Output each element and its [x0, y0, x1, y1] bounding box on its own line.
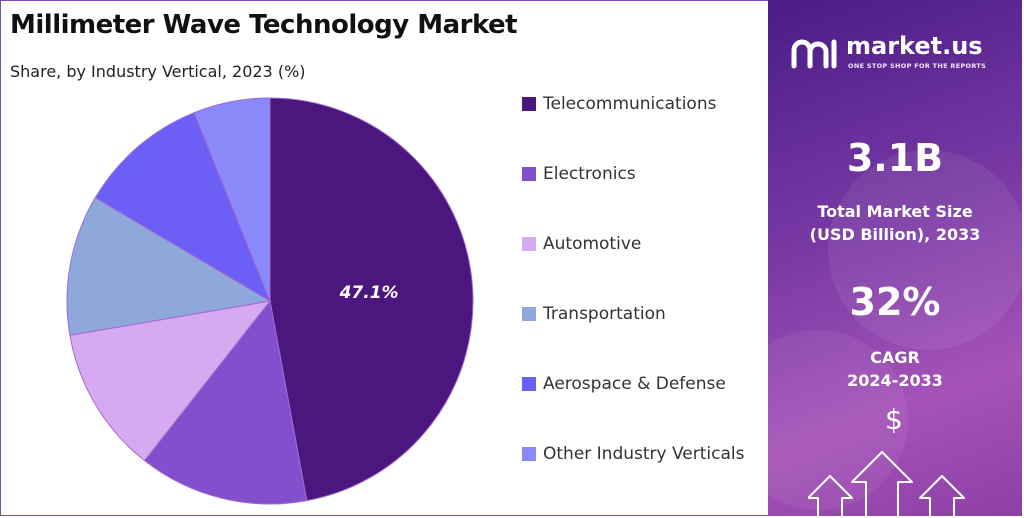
legend-item: Other Industry Verticals: [522, 440, 762, 510]
legend-item: Automotive: [522, 230, 762, 300]
chart-legend: Telecommunications Electronics Automotive T…: [522, 90, 762, 510]
legend-swatch: [522, 237, 536, 251]
market-size-label: Total Market Size (USD Billion), 2033: [768, 200, 1022, 246]
legend-item: Transportation: [522, 300, 762, 370]
chart-title: Millimeter Wave Technology Market: [10, 10, 518, 40]
up-arrow-icon: [808, 451, 965, 516]
market-size-label-line1: Total Market Size: [817, 202, 973, 221]
legend-label: Other Industry Verticals: [543, 444, 745, 464]
market-size-label-line2: (USD Billion), 2033: [809, 225, 981, 244]
legend-swatch: [522, 447, 536, 461]
market-us-logo-icon: [791, 39, 837, 69]
pie-slice-transportation: [66, 196, 272, 336]
legend-label: Transportation: [543, 304, 666, 324]
dollar-icon: $: [885, 403, 903, 436]
cagr-value: 32%: [849, 280, 941, 324]
cagr-label-line2: 2024-2033: [847, 371, 943, 390]
legend-item: Electronics: [522, 160, 762, 230]
pie-chart: 47.1%: [66, 97, 474, 505]
legend-swatch: [522, 377, 536, 391]
legend-label: Telecommunications: [543, 94, 717, 114]
brand-name: market.us: [846, 32, 983, 60]
background-decoration: [768, 330, 908, 510]
pie-slice-telecommunications: [269, 97, 474, 502]
market-size-value: 3.1B: [846, 136, 944, 180]
cagr-label-line1: CAGR: [870, 348, 920, 367]
legend-label: Automotive: [543, 234, 642, 254]
chart-subtitle: Share, by Industry Vertical, 2023 (%): [10, 62, 306, 81]
data-label: 47.1%: [339, 283, 399, 303]
legend-item: Telecommunications: [522, 90, 762, 160]
pie-slice-electronics: [143, 299, 308, 505]
pie-slice-other-industry-verticals: [193, 97, 271, 302]
legend-label: Electronics: [543, 164, 636, 184]
brand-logo: market.us ONE STOP SHOP FOR THE REPORTS: [790, 32, 1010, 74]
cagr-label: CAGR 2024-2033: [768, 346, 1022, 392]
background-decoration: [828, 150, 1022, 350]
pie-slice-aerospace-defense: [94, 112, 272, 303]
market-us-panel: market.us ONE STOP SHOP FOR THE REPORTS …: [768, 0, 1022, 516]
legend-swatch: [522, 97, 536, 111]
brand-tagline: ONE STOP SHOP FOR THE REPORTS: [848, 62, 987, 70]
legend-swatch: [522, 167, 536, 181]
legend-swatch: [522, 307, 536, 321]
legend-label: Aerospace & Defense: [543, 374, 726, 394]
legend-item: Aerospace & Defense: [522, 370, 762, 440]
pie-slice-automotive: [69, 300, 272, 462]
